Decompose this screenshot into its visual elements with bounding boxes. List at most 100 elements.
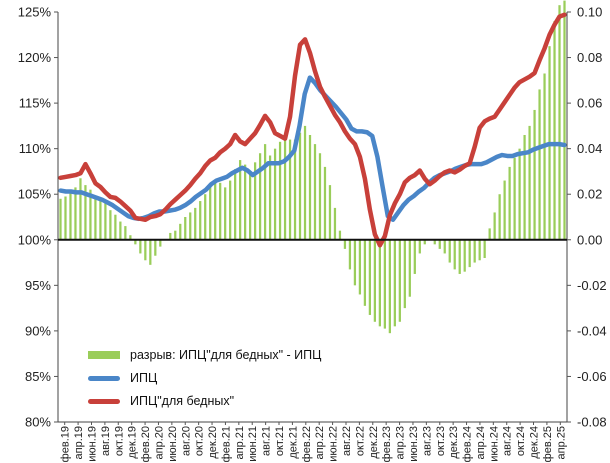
gap-bar — [149, 239, 152, 265]
left-tick-label: 105% — [18, 187, 52, 202]
gap-bar — [139, 239, 142, 254]
gap-bar — [408, 239, 411, 297]
gap-bar — [308, 135, 312, 240]
gap-bar — [433, 239, 436, 245]
gap-bar — [373, 239, 376, 322]
gap-bar — [438, 239, 441, 249]
gap-bars — [59, 0, 566, 334]
gap-bar — [119, 221, 122, 240]
gap-bar — [229, 180, 232, 240]
gap-bar — [74, 187, 77, 240]
gap-bar — [353, 239, 357, 286]
gap-bar — [453, 239, 456, 270]
gap-bar — [159, 239, 162, 247]
right-axis-ticks: -0.08 -0.06 -0.04 -0.02 0.00 0.02 0.04 0.06 0.08… — [567, 5, 607, 430]
gap-bar — [343, 239, 347, 249]
gap-bar — [338, 230, 342, 240]
gap-bar — [448, 239, 451, 263]
x-tick-label: апр.24 — [475, 426, 487, 459]
gap-bar — [398, 239, 401, 322]
gap-bar — [253, 162, 257, 240]
gap-bar — [214, 180, 217, 240]
x-tick-label: окт.19 — [113, 426, 125, 456]
gap-bar — [498, 194, 501, 240]
x-tick-label: дек.20 — [207, 426, 219, 459]
gap-bar — [493, 212, 496, 240]
gap-bar — [244, 164, 247, 240]
gap-bar — [463, 239, 466, 272]
x-tick-label: авг.23 — [421, 426, 433, 456]
gap-bar — [403, 239, 406, 309]
left-tick-label: 115% — [19, 96, 52, 111]
x-tick-label: апр.25 — [555, 426, 567, 459]
gap-bar — [239, 160, 242, 240]
legend-item-poor-cpi: ИПЦ"для бедных" — [88, 392, 234, 410]
gap-bar — [263, 144, 267, 240]
left-tick-label: 90% — [25, 323, 51, 338]
x-tick-label: авг.21 — [261, 426, 273, 456]
right-tick-label: 0.02 — [577, 187, 602, 202]
right-tick-label: 0.06 — [577, 96, 602, 111]
gap-bar — [134, 239, 137, 245]
x-tick-label: фев.22 — [301, 426, 313, 462]
gap-bar — [209, 185, 212, 240]
gap-bar — [543, 73, 546, 240]
left-tick-label: 100% — [18, 232, 52, 247]
gap-bar — [129, 235, 132, 240]
right-tick-label: -0.04 — [577, 323, 607, 338]
gap-bar — [179, 223, 182, 240]
poor-cpi-line — [58, 12, 567, 248]
axes — [57, 12, 568, 423]
legend-swatch-cpi — [88, 375, 120, 381]
x-tick-label: авг.24 — [502, 426, 514, 456]
gap-bar — [268, 155, 272, 240]
x-tick-label: фев.25 — [542, 426, 554, 462]
gap-bar — [204, 194, 207, 240]
gap-bar — [423, 239, 426, 245]
x-axis-ticks: фев.19 апр.19 июн.19 авг.19 окт.19 дек.19 фев.… — [60, 422, 567, 462]
gap-bar — [224, 187, 227, 240]
right-tick-label: -0.02 — [577, 278, 607, 293]
legend-item-cpi: ИПЦ — [88, 369, 157, 387]
x-tick-label: апр.20 — [153, 426, 165, 459]
gap-bar — [418, 239, 421, 254]
legend-item-gap: разрыв: ИПЦ"для бедных" - ИПЦ — [88, 346, 321, 364]
left-tick-label: 120% — [18, 50, 52, 65]
x-tick-label: дек.19 — [127, 426, 139, 459]
gap-bar — [249, 171, 252, 240]
x-tick-label: апр.22 — [314, 426, 326, 459]
gap-bar — [298, 132, 302, 240]
gap-bar — [513, 157, 516, 240]
left-tick-label: 80% — [25, 415, 51, 430]
gap-bar — [533, 109, 536, 240]
left-tick-label: 85% — [25, 369, 51, 384]
gap-bar — [488, 228, 491, 240]
x-tick-label: дек.22 — [368, 426, 380, 459]
x-tick-label: окт.21 — [274, 426, 286, 456]
gap-bar — [468, 239, 471, 268]
gap-bar — [184, 217, 187, 240]
right-tick-label: -0.06 — [577, 369, 607, 384]
gap-bar — [293, 139, 297, 240]
x-tick-label: июн.23 — [408, 426, 420, 462]
right-tick-label: 0.08 — [577, 50, 602, 65]
gap-bar — [478, 239, 481, 261]
gap-bar — [194, 207, 197, 240]
x-tick-label: апр.19 — [73, 426, 85, 459]
gap-bar — [458, 239, 461, 274]
x-tick-label: фев.24 — [462, 426, 474, 462]
gap-bar — [518, 148, 521, 240]
gap-bar — [94, 196, 97, 240]
x-tick-label: фев.23 — [381, 426, 393, 462]
gap-bar — [303, 125, 307, 240]
gap-bar — [273, 148, 277, 240]
gap-bar — [333, 207, 337, 240]
gap-bar — [104, 203, 107, 240]
x-tick-label: дек.23 — [448, 426, 460, 459]
x-tick-label: авг.19 — [100, 426, 112, 456]
legend-label-cpi: ИПЦ — [130, 371, 158, 385]
gap-bar — [363, 239, 367, 306]
gap-bar — [318, 153, 322, 240]
gap-bar — [189, 212, 192, 240]
